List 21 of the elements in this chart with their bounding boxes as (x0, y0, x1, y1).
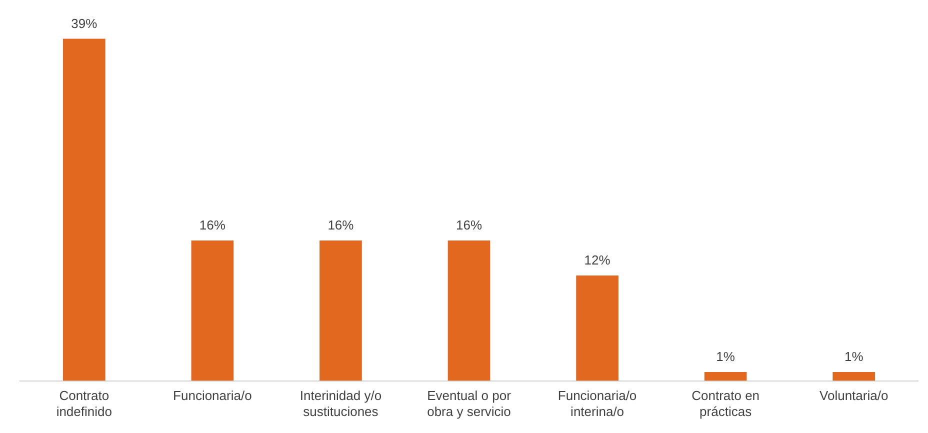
bar (320, 240, 362, 381)
x-tick-label: Eventual o por obra y servicio (427, 388, 512, 419)
data-label: 16% (456, 218, 482, 233)
data-label: 16% (199, 218, 226, 233)
x-tick-label: Voluntaria/o (820, 388, 888, 404)
data-label: 12% (584, 252, 611, 268)
x-tick-label: Contrato en prácticas (692, 388, 760, 419)
bar (576, 276, 618, 381)
x-tick-label: Interinidad y/o sustituciones (300, 388, 382, 419)
bar (448, 240, 490, 381)
bar (832, 372, 876, 381)
bar (191, 240, 234, 381)
x-tick-label: Funcionaria/o interina/o (558, 388, 637, 419)
data-label: 1% (844, 349, 864, 364)
x-tick-label: Funcionaria/o (173, 388, 252, 404)
data-label: 1% (716, 349, 736, 364)
data-label: 39% (71, 16, 98, 31)
x-tick-label: Contrato indefinido (56, 388, 112, 419)
data-label: 16% (328, 218, 354, 233)
bar (704, 372, 747, 381)
bar (62, 38, 106, 381)
